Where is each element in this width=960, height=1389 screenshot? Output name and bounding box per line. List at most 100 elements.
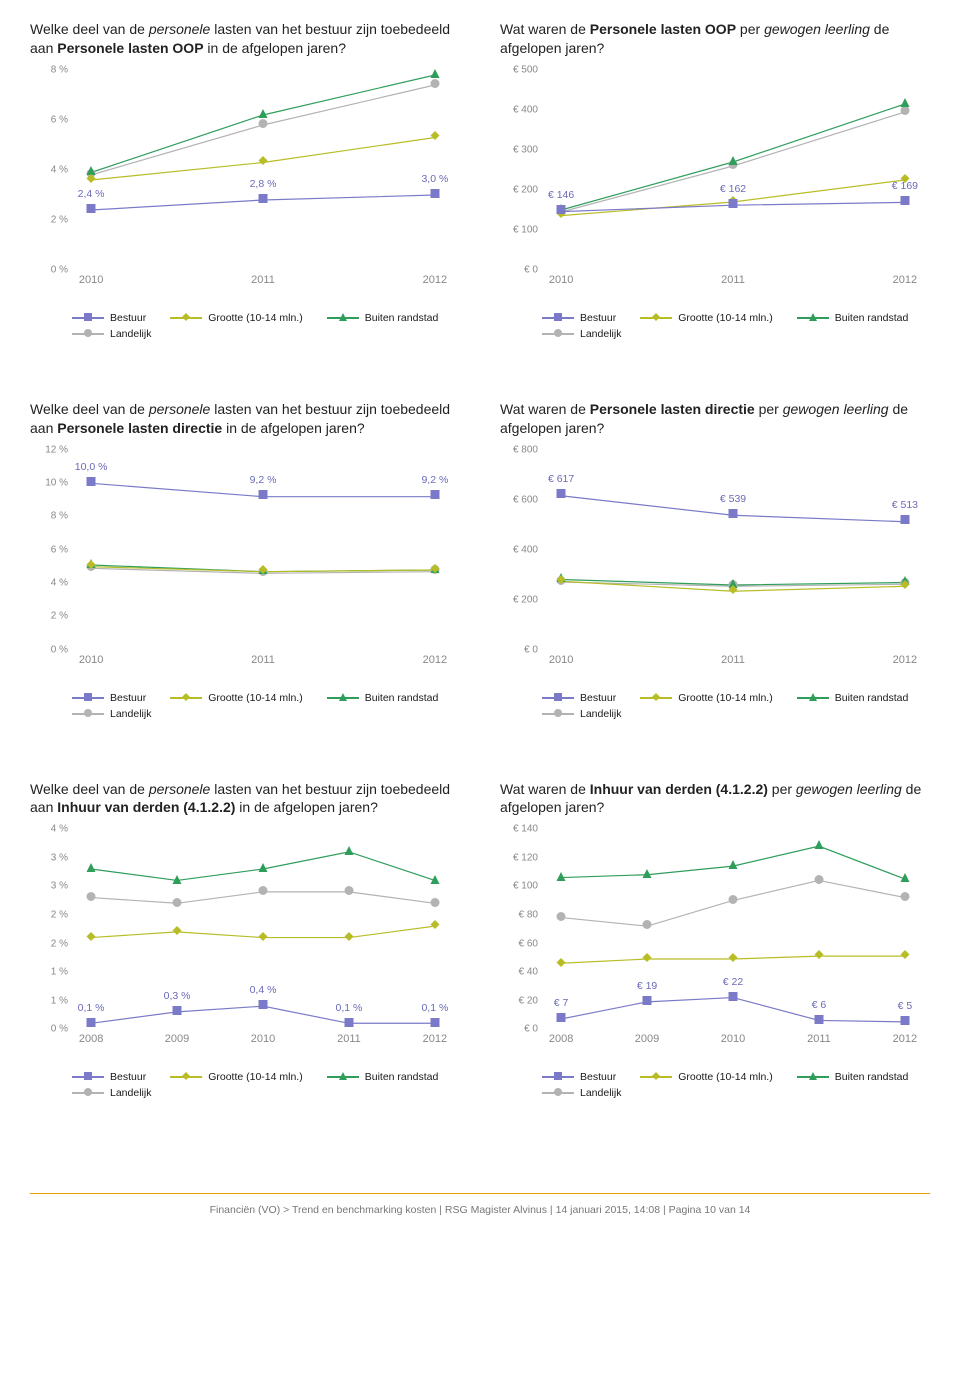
data-annotation: 0,3 % — [164, 990, 191, 1002]
data-point — [900, 950, 909, 962]
legend-label: Bestuur — [110, 312, 146, 324]
data-annotation: 2,4 % — [78, 188, 105, 200]
y-tick-label: 2 % — [51, 938, 68, 949]
legend-marker-icon — [542, 1088, 574, 1098]
legend-marker-icon — [542, 709, 574, 719]
legend-marker-icon — [72, 1072, 104, 1082]
chart-legend: BestuurGrootte (10-14 mln.)Buiten randst… — [500, 312, 930, 340]
legend-item-buiten: Buiten randstad — [797, 1071, 909, 1083]
data-annotation: € 5 — [898, 1000, 913, 1012]
chart-area: € 0€ 200€ 400€ 600€ 800201020112012€ 617… — [500, 446, 930, 686]
data-annotation: € 169 — [892, 180, 918, 192]
plot: 0 %2 %4 %6 %8 %10 %12 %20102011201210,0 … — [72, 450, 454, 650]
x-tick-label: 2011 — [251, 654, 275, 666]
data-point — [729, 992, 738, 1004]
x-tick-label: 2010 — [79, 654, 103, 666]
data-point — [557, 1013, 566, 1025]
data-annotation: € 7 — [554, 997, 569, 1009]
data-annotation: € 6 — [812, 999, 827, 1011]
chart-area: 0 %2 %4 %6 %8 %10 %12 %20102011201210,0 … — [30, 446, 460, 686]
legend-item-grootte: Grootte (10-14 mln.) — [170, 312, 303, 324]
legend-item-landelijk: Landelijk — [542, 708, 621, 720]
y-tick-label: € 300 — [513, 144, 538, 155]
legend-label: Landelijk — [110, 708, 151, 720]
chart-c2: Wat waren de Personele lasten OOP per ge… — [500, 20, 930, 340]
legend-label: Buiten randstad — [365, 312, 439, 324]
y-tick-label: € 400 — [513, 544, 538, 555]
legend-marker-icon — [640, 693, 672, 703]
x-tick-label: 2011 — [251, 274, 275, 286]
legend-item-bestuur: Bestuur — [72, 312, 146, 324]
chart-title: Welke deel van de personele lasten van h… — [30, 20, 460, 58]
chart-area: 0 %1 %1 %2 %2 %3 %3 %4 %2008200920102011… — [30, 825, 460, 1065]
data-point — [643, 953, 652, 965]
data-annotation: 10,0 % — [75, 461, 108, 473]
data-point — [430, 131, 439, 143]
legend-label: Bestuur — [580, 692, 616, 704]
data-point — [430, 189, 439, 201]
legend-item-landelijk: Landelijk — [72, 708, 151, 720]
x-tick-label: 2012 — [893, 654, 917, 666]
x-tick-label: 2009 — [635, 1033, 659, 1045]
data-point — [430, 490, 439, 502]
legend-item-bestuur: Bestuur — [72, 692, 146, 704]
legend-label: Grootte (10-14 mln.) — [678, 312, 773, 324]
legend-item-grootte: Grootte (10-14 mln.) — [170, 1071, 303, 1083]
y-tick-label: € 500 — [513, 64, 538, 75]
y-tick-label: € 200 — [513, 184, 538, 195]
lines-svg — [72, 829, 454, 1029]
y-tick-label: 4 % — [51, 164, 68, 175]
charts-grid: Welke deel van de personele lasten van h… — [30, 20, 930, 1099]
data-point — [557, 575, 566, 587]
data-point — [729, 860, 738, 872]
data-point — [430, 1018, 439, 1030]
data-annotation: € 146 — [548, 189, 574, 201]
page-footer: Financiën (VO) > Trend en benchmarking k… — [30, 1179, 930, 1230]
legend-marker-icon — [72, 313, 104, 323]
chart-c3: Welke deel van de personele lasten van h… — [30, 400, 460, 720]
legend-marker-icon — [797, 1072, 829, 1082]
x-tick-label: 2010 — [721, 1033, 745, 1045]
data-point — [259, 565, 268, 577]
chart-area: € 0€ 20€ 40€ 60€ 80€ 100€ 120€ 140200820… — [500, 825, 930, 1065]
y-tick-label: 6 % — [51, 114, 68, 125]
data-point — [344, 932, 353, 944]
data-annotation: 0,4 % — [250, 984, 277, 996]
data-point — [557, 912, 566, 924]
legend-label: Landelijk — [580, 1087, 621, 1099]
legend-label: Grootte (10-14 mln.) — [208, 692, 303, 704]
data-point — [344, 846, 353, 858]
legend-label: Bestuur — [110, 692, 146, 704]
legend-item-landelijk: Landelijk — [72, 328, 151, 340]
y-tick-label: 6 % — [51, 544, 68, 555]
legend-label: Bestuur — [580, 1071, 616, 1083]
x-tick-label: 2008 — [549, 1033, 573, 1045]
legend-label: Landelijk — [580, 708, 621, 720]
legend-label: Grootte (10-14 mln.) — [678, 692, 773, 704]
data-point — [430, 69, 439, 81]
legend-item-bestuur: Bestuur — [542, 692, 616, 704]
data-annotation: 0,1 % — [336, 1002, 363, 1014]
data-point — [814, 1015, 823, 1027]
data-point — [557, 489, 566, 501]
chart-legend: BestuurGrootte (10-14 mln.)Buiten randst… — [500, 692, 930, 720]
legend-label: Buiten randstad — [365, 1071, 439, 1083]
plot: 0 %1 %1 %2 %2 %3 %3 %4 %2008200920102011… — [72, 829, 454, 1029]
chart-title: Wat waren de Personele lasten directie p… — [500, 400, 930, 438]
data-annotation: 0,1 % — [421, 1002, 448, 1014]
data-annotation: € 513 — [892, 499, 918, 511]
legend-label: Grootte (10-14 mln.) — [208, 312, 303, 324]
chart-title: Welke deel van de personele lasten van h… — [30, 400, 460, 438]
x-tick-label: 2011 — [337, 1033, 361, 1045]
y-tick-label: € 0 — [524, 264, 538, 275]
legend-label: Bestuur — [580, 312, 616, 324]
data-point — [173, 898, 182, 910]
y-tick-label: 3 % — [51, 852, 68, 863]
y-tick-label: 8 % — [51, 511, 68, 522]
data-point — [900, 1016, 909, 1028]
y-tick-label: 4 % — [51, 824, 68, 835]
data-point — [259, 194, 268, 206]
data-point — [900, 580, 909, 592]
data-point — [259, 863, 268, 875]
x-tick-label: 2011 — [721, 654, 745, 666]
